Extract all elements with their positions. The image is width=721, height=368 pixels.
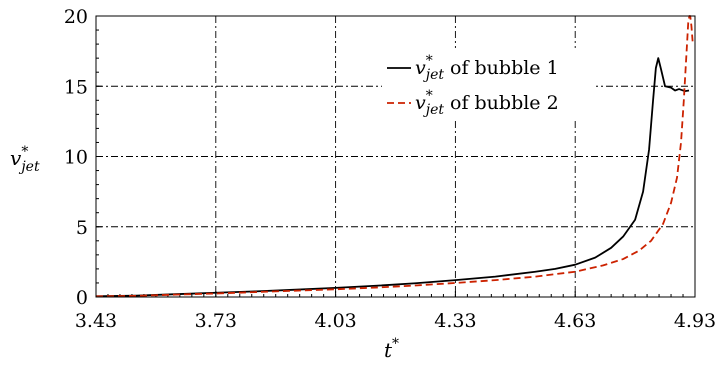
legend-label-1: of bubble 1 [450,57,559,79]
x-axis-label: t* [384,336,399,362]
plot-area: 3.43 3.73 4.03 4.33 4.63 4.93 0 5 10 15 20 [64,6,716,332]
x-tick-label: 4.93 [674,310,716,332]
legend-label-2: of bubble 2 [450,92,559,114]
y-tick-label: 5 [76,217,88,239]
y-axis-label-sup: * [21,144,28,160]
legend-var-2-sub: jet [423,102,445,118]
x-tick-label: 4.33 [434,310,476,332]
y-tick-label: 20 [64,6,88,28]
legend-var-1-sub: jet [423,67,445,83]
y-axis-label-sub: jet [18,159,40,175]
x-axis-ticks: 3.43 3.73 4.03 4.33 4.63 4.93 [75,291,716,332]
y-axis-label-base: v [10,146,22,170]
y-tick-label: 10 [64,147,88,169]
svg-text:v*jet: v* jet [10,144,40,175]
plot-frame [95,15,696,298]
legend-var-2: v [415,92,426,114]
legend-entry-bubble-1: v* jet of bubble 1 [415,53,559,83]
x-tick-label: 3.43 [75,310,117,332]
x-axis-label-sup: * [392,336,399,352]
legend-var-1-sup: * [426,53,433,69]
legend: v* jet of bubble 1 v* jet of bubble 2 [382,48,596,120]
series-line-bubble-2 [95,15,694,298]
x-tick-label: 4.03 [314,310,356,332]
series-lines [95,15,694,298]
y-axis-ticks: 0 5 10 15 20 [64,6,102,309]
x-tick-label: 3.73 [195,310,237,332]
series-line-bubble-1 [95,57,690,298]
y-tick-label: 15 [64,76,88,98]
legend-background [382,48,596,120]
x-tick-label: 4.63 [554,310,596,332]
y-axis-label: v* jet [10,144,40,175]
y-tick-label: 0 [76,287,88,309]
legend-var-1: v [415,57,426,79]
legend-entry-bubble-2: v* jet of bubble 2 [415,88,559,118]
svg-text:t*: t* [384,336,399,362]
legend-var-2-sup: * [426,88,433,104]
x-axis-label-base: t [384,338,393,362]
